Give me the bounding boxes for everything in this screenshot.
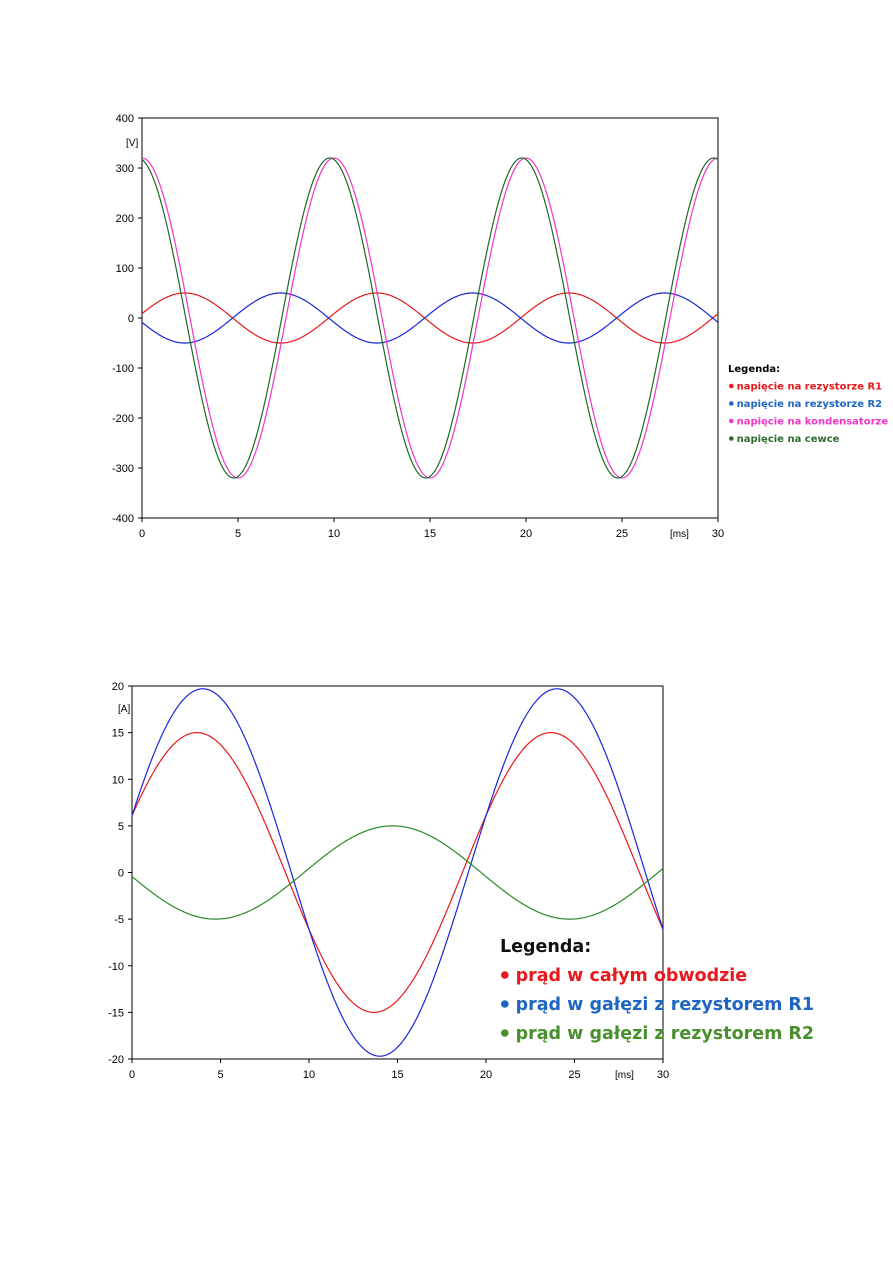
legend-marker (501, 1000, 509, 1008)
y-tick-label: -400 (112, 513, 134, 525)
y-tick-label: 0 (128, 313, 134, 325)
x-tick-label: 20 (480, 1069, 492, 1081)
y-tick-label: -300 (112, 463, 134, 475)
x-tick-label: 15 (424, 528, 436, 540)
x-tick-label: 10 (303, 1069, 315, 1081)
y-tick-label: 10 (112, 774, 124, 786)
y-tick-label: 100 (116, 263, 134, 275)
y-tick-label: 15 (112, 728, 124, 740)
x-tick-label: 5 (217, 1069, 223, 1081)
x-axis-unit: [ms] (670, 529, 689, 540)
series-line-1 (131, 732, 664, 1013)
plot-frame (141, 117, 719, 519)
legend-marker (501, 1029, 509, 1037)
chart-1: 400 300 200 100 0 -100 -200 -300 -400 [V] 0 5 10 15 20… (112, 113, 888, 540)
legend-item-label: prąd w całym obwodzie (516, 966, 748, 986)
x-tick-label: 25 (616, 528, 628, 540)
x-axis-unit: [ms] (615, 1070, 634, 1081)
series-line-3 (131, 825, 664, 920)
series-line-1 (141, 292, 719, 344)
series-line-3 (141, 157, 719, 479)
legend-item-label: napięcie na rezystorze R1 (737, 382, 883, 393)
y-tick-label: 200 (116, 213, 134, 225)
legend-item-label: prąd w gałęzi z rezystorem R2 (516, 1024, 814, 1044)
chart-2: 20 15 10 5 0 -5 -10 -15 -20 [A] 0 5 10 15 20 25 30 [ms] Le… (108, 681, 814, 1081)
legend-title: Legenda: (500, 937, 591, 957)
series-line-2 (131, 688, 664, 1057)
x-tick-label: 30 (657, 1069, 669, 1081)
y-tick-label: 5 (118, 821, 124, 833)
legend-item-label: napięcie na rezystorze R2 (737, 399, 883, 410)
y-tick-label: -10 (108, 961, 124, 973)
y-axis-unit: [A] (118, 704, 130, 715)
legend-marker (729, 401, 734, 406)
x-tick-label: 5 (235, 528, 241, 540)
legend: Legenda: prąd w całym obwodzie prąd w gałę… (500, 937, 814, 1044)
y-tick-label: -200 (112, 413, 134, 425)
y-tick-label: -100 (112, 363, 134, 375)
y-tick-label: 0 (118, 868, 124, 880)
y-tick-label: -15 (108, 1007, 124, 1019)
legend-title: Legenda: (728, 364, 780, 375)
y-tick-label: 20 (112, 681, 124, 693)
x-tick-label: 0 (139, 528, 145, 540)
legend-marker (729, 418, 734, 424)
legend: Legenda: napięcie na rezystorze R1 napięci… (728, 364, 888, 445)
legend-marker (501, 971, 509, 979)
x-tick-label: 25 (568, 1069, 580, 1081)
x-tick-label: 30 (712, 528, 724, 540)
y-tick-label: -20 (108, 1054, 124, 1066)
y-tick-label: -5 (114, 914, 124, 926)
x-tick-label: 0 (129, 1069, 135, 1081)
legend-marker (729, 383, 734, 389)
legend-item-label: prąd w gałęzi z rezystorem R1 (516, 995, 814, 1015)
series-line-2 (141, 292, 719, 344)
legend-marker (729, 436, 734, 441)
legend-item-label: napięcie na kondensatorze (737, 417, 889, 428)
series-line-4 (141, 157, 719, 479)
y-axis-unit: [V] (126, 138, 138, 149)
x-tick-label: 20 (520, 528, 532, 540)
y-tick-label: 400 (116, 113, 134, 125)
y-tick-label: 300 (116, 163, 134, 175)
legend-item-label: napięcie na cewce (737, 434, 840, 445)
x-tick-label: 10 (328, 528, 340, 540)
x-tick-label: 15 (391, 1069, 403, 1081)
